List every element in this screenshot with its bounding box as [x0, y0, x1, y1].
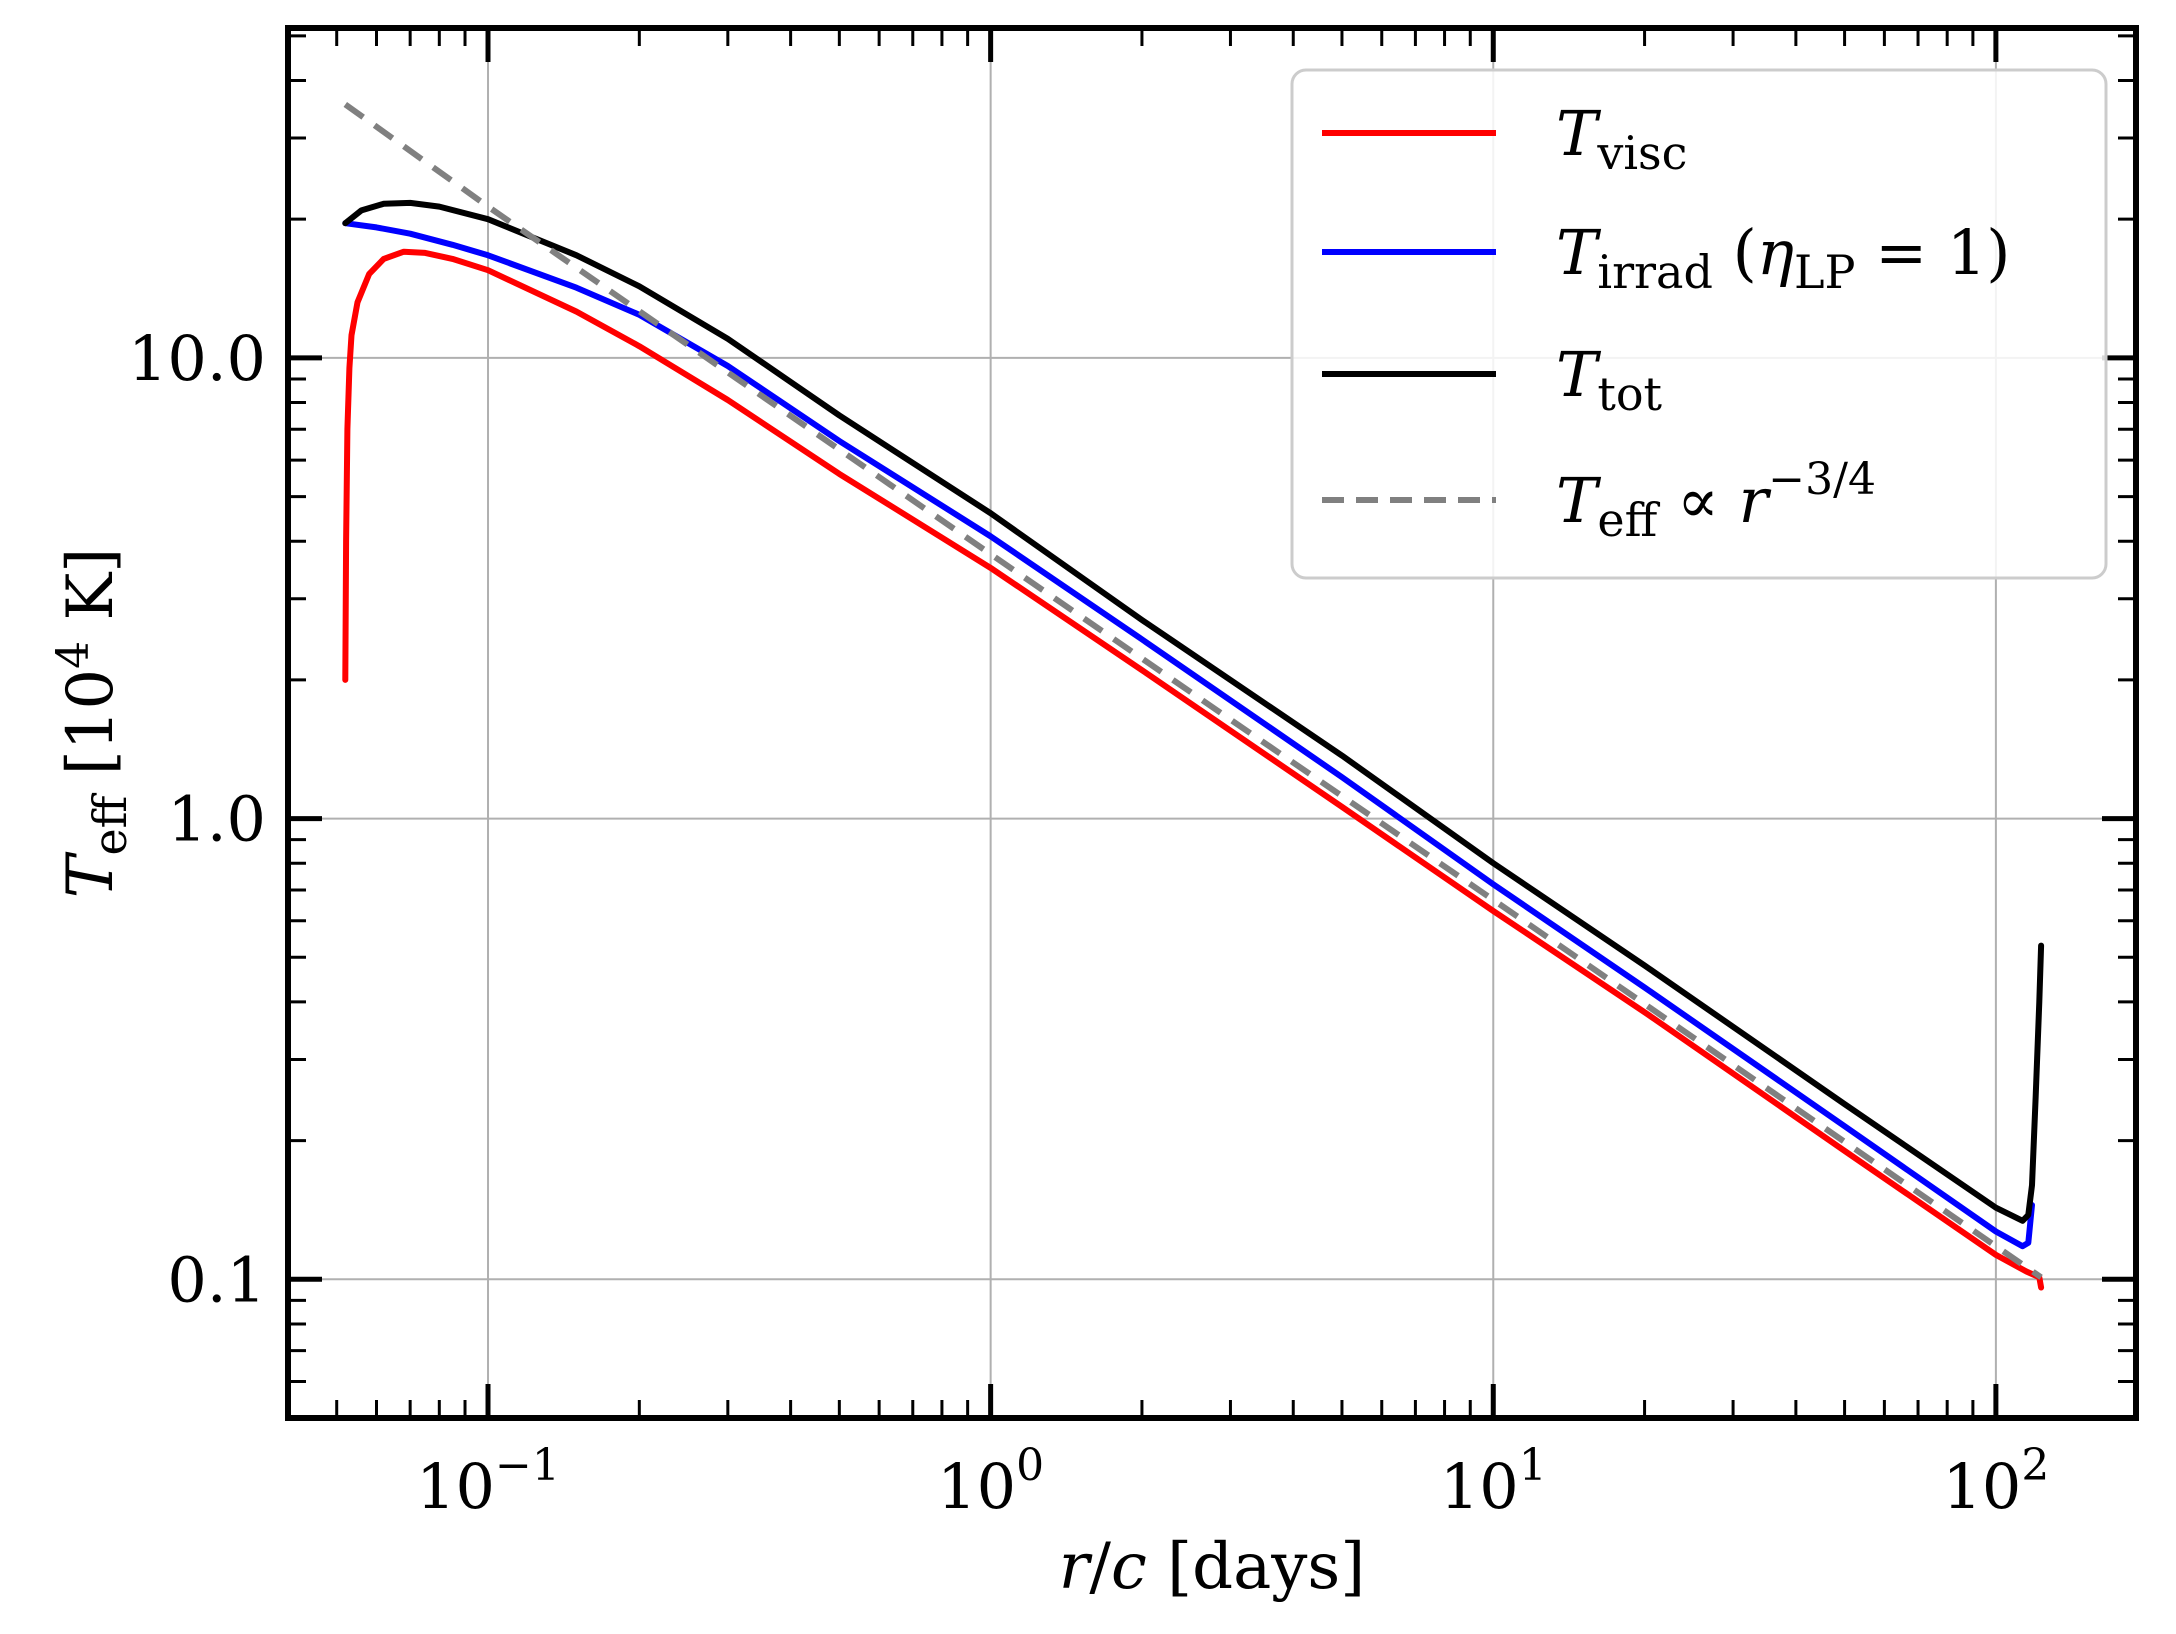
x-tick-label-0: 10−1 — [416, 1440, 560, 1523]
legend-entry-tot: Ttot — [1322, 338, 1663, 421]
series-line-visc — [342, 248, 2045, 1291]
series-layer — [342, 101, 2045, 1291]
y-axis-label: Teff [104 K] — [48, 548, 137, 898]
legend-label-irrad: Tirrad (ηLP = 1) — [1556, 216, 2010, 299]
legend-label-powerlaw: Teff ∝ r−3/4 — [1556, 454, 1876, 547]
plot-frame — [285, 25, 2139, 1421]
legend-label-visc: Tvisc — [1556, 97, 1687, 180]
legend-entry-irrad: Tirrad (ηLP = 1) — [1322, 216, 2010, 299]
x-tick-label-1: 100 — [937, 1440, 1044, 1523]
legend-label-tot: Ttot — [1556, 338, 1663, 421]
x-tick-label-2: 101 — [1440, 1440, 1547, 1523]
series-line-powerlaw — [343, 101, 2043, 1280]
y-tick-label-0: 0.1 — [167, 1243, 266, 1316]
x-axis-label: r/c [days] — [1059, 1530, 1365, 1604]
legend-entry-powerlaw: Teff ∝ r−3/4 — [1322, 454, 1876, 547]
tick-labels: 10−1 100 101 102 0.1 1.0 10.0 — [128, 322, 2049, 1523]
legend: Tvisc Tirrad (ηLP = 1) Ttot Teff ∝ r−3/4 — [1290, 68, 2108, 580]
y-tick-label-2: 10.0 — [128, 322, 266, 395]
major-ticks — [288, 28, 2136, 1418]
x-tick-label-3: 102 — [1942, 1440, 2049, 1523]
series-line-tot — [342, 199, 2045, 1224]
legend-entry-visc: Tvisc — [1322, 97, 1687, 180]
y-tick-label-1: 1.0 — [167, 783, 266, 856]
legend-box — [1290, 68, 2108, 580]
series-line-irrad — [342, 220, 2035, 1250]
